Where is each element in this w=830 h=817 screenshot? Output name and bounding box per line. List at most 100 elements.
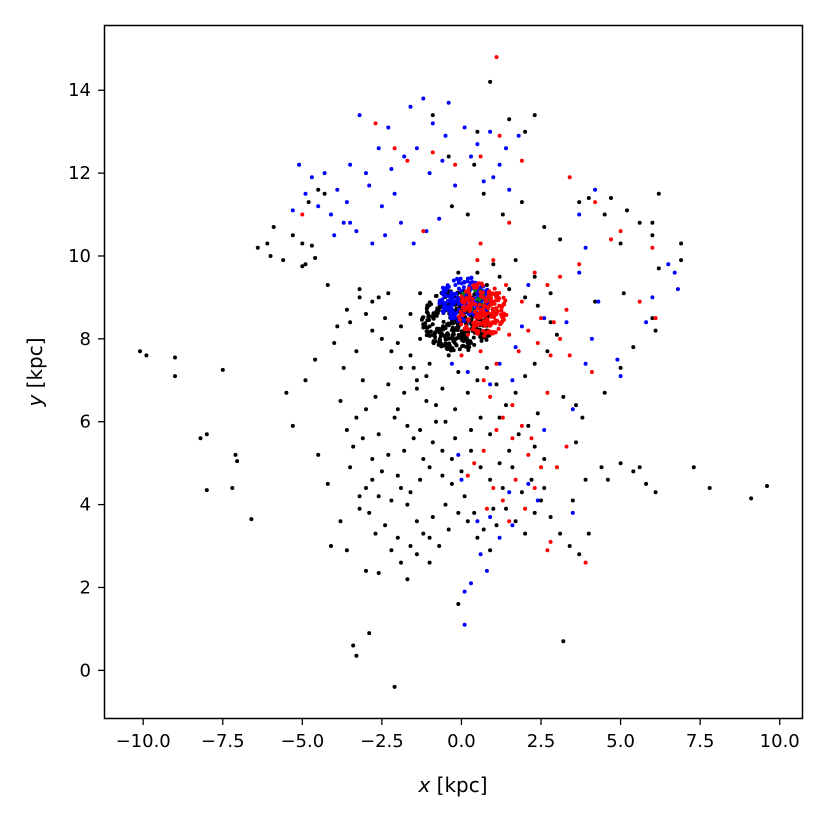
data-point — [465, 519, 470, 524]
data-point — [618, 229, 623, 234]
data-point — [637, 220, 642, 225]
y-axis-label: y [kpc] — [23, 337, 47, 407]
data-point — [618, 241, 623, 246]
data-point — [427, 361, 432, 366]
data-point — [492, 286, 497, 291]
data-point — [354, 415, 359, 420]
data-point — [303, 191, 308, 196]
data-point — [360, 378, 365, 383]
data-point — [452, 292, 457, 297]
data-point — [456, 510, 461, 515]
data-point — [602, 390, 607, 395]
data-point — [548, 539, 553, 544]
data-point — [446, 353, 451, 358]
data-point — [379, 204, 384, 209]
data-point — [593, 299, 598, 304]
data-point — [462, 125, 467, 130]
data-point — [469, 154, 473, 159]
data-point — [618, 374, 623, 379]
data-point — [475, 142, 480, 147]
data-point — [421, 325, 426, 330]
data-point — [485, 334, 490, 338]
data-point — [220, 367, 225, 372]
data-point — [586, 196, 591, 200]
data-point — [456, 370, 461, 374]
data-point — [465, 332, 470, 337]
data-point — [490, 311, 495, 316]
data-point — [478, 349, 483, 354]
data-point — [477, 297, 482, 302]
data-point — [618, 365, 623, 370]
data-point — [383, 316, 388, 321]
data-point — [532, 113, 537, 118]
data-point — [443, 502, 448, 507]
data-point — [354, 653, 359, 658]
data-point — [357, 494, 362, 499]
data-point — [424, 399, 429, 403]
data-point — [462, 622, 467, 627]
data-point — [497, 303, 502, 308]
y-tick-label: 6 — [80, 412, 91, 433]
data-point — [491, 175, 496, 180]
data-point — [532, 270, 537, 275]
data-point — [577, 212, 582, 217]
data-point — [430, 121, 435, 126]
data-point — [631, 469, 636, 474]
data-point — [481, 448, 486, 453]
data-point — [497, 461, 502, 466]
data-point — [494, 428, 499, 432]
data-point — [691, 465, 696, 470]
y-tick-label: 14 — [68, 80, 91, 101]
data-point — [370, 477, 375, 482]
data-point — [529, 477, 534, 482]
data-point — [456, 270, 461, 275]
data-point — [679, 258, 684, 263]
data-point — [233, 452, 238, 457]
data-point — [564, 307, 569, 312]
data-point — [325, 283, 330, 287]
data-point — [434, 293, 439, 298]
data-point — [364, 312, 368, 316]
data-point — [414, 552, 419, 557]
data-point — [473, 302, 478, 307]
data-point — [523, 506, 528, 511]
data-point — [481, 378, 486, 383]
data-point — [434, 326, 439, 331]
data-point — [510, 523, 515, 528]
data-point — [474, 323, 479, 328]
data-point — [596, 299, 601, 304]
data-point — [551, 320, 556, 325]
data-point — [631, 345, 636, 350]
data-point — [487, 323, 492, 328]
data-point — [300, 241, 305, 246]
data-point — [376, 146, 381, 151]
data-point — [348, 220, 353, 225]
data-point — [281, 258, 286, 263]
data-point — [507, 117, 512, 122]
data-point — [475, 129, 480, 134]
y-tick-label: 4 — [80, 495, 91, 516]
data-point — [408, 544, 413, 548]
data-point — [478, 294, 483, 299]
data-point — [204, 432, 209, 437]
data-point — [426, 332, 431, 337]
data-point — [504, 506, 508, 511]
data-point — [451, 332, 456, 337]
data-point — [425, 318, 430, 323]
data-point — [453, 162, 458, 167]
data-point — [583, 361, 588, 366]
data-point — [497, 274, 502, 279]
data-point — [303, 262, 308, 267]
data-point — [341, 220, 346, 225]
data-point — [545, 548, 550, 553]
data-point — [290, 208, 295, 213]
data-point — [230, 486, 235, 490]
data-point — [481, 179, 486, 184]
data-point — [494, 382, 499, 387]
data-point — [482, 322, 487, 327]
data-point — [465, 473, 470, 478]
data-point — [364, 568, 368, 573]
data-point — [316, 204, 321, 209]
data-point — [484, 568, 489, 573]
data-point — [554, 332, 559, 337]
